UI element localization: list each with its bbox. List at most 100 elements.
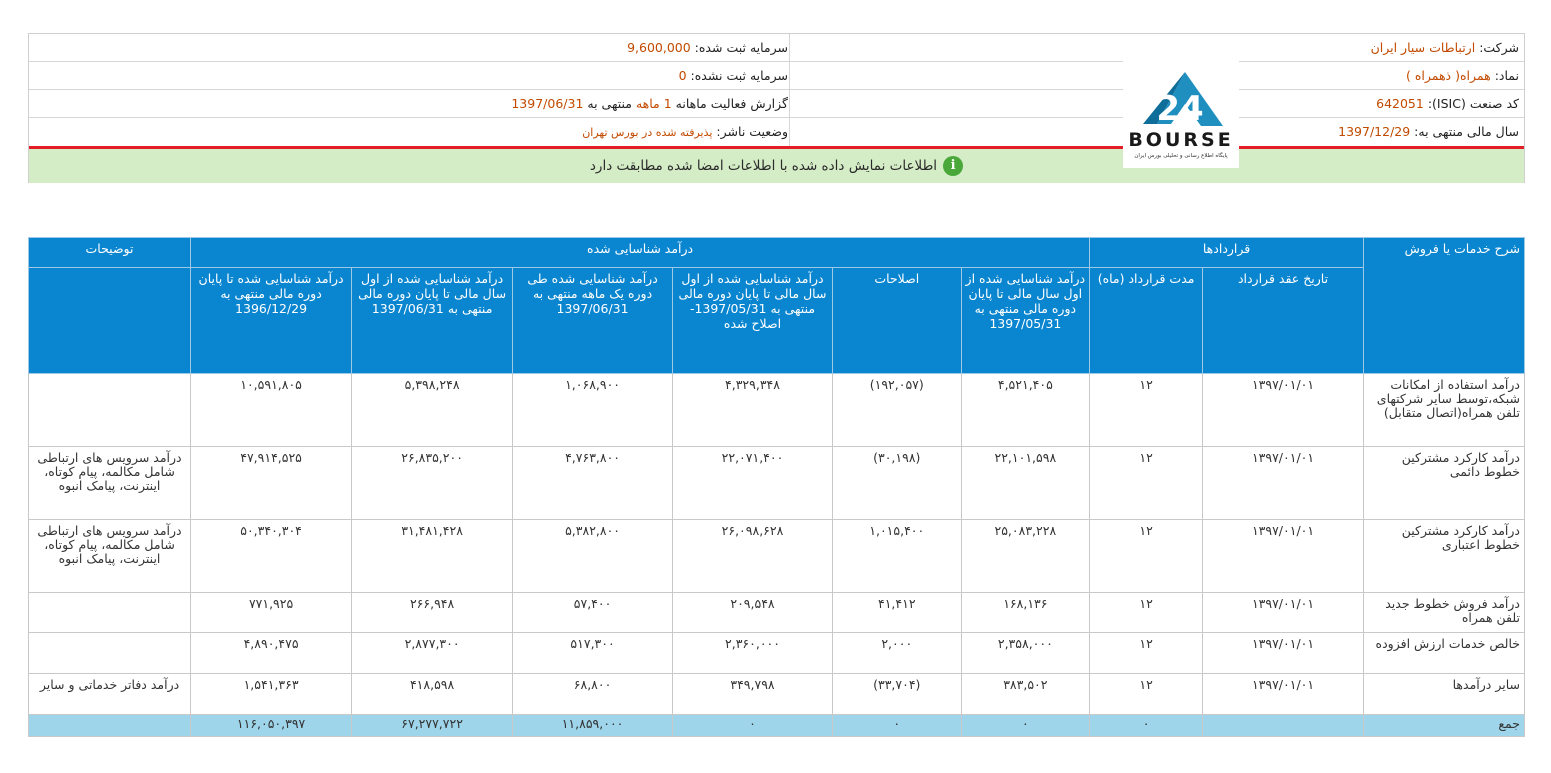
cell-month: ۵۷,۴۰۰	[512, 592, 674, 633]
col-ytd-0531-adjusted: درآمد شناسایی شده از اول سال مالی تا پای…	[672, 267, 833, 374]
cell-month: ۵,۳۸۲,۸۰۰	[512, 519, 674, 593]
cell-ytd-0531: ۱۶۸,۱۳۶	[960, 592, 1091, 633]
cell-fy-961229: ۴۷,۹۱۴,۵۲۵	[190, 446, 353, 520]
row-description: درآمد کارکرد مشترکین خطوط اعتباری	[1363, 519, 1525, 593]
col-ytd-0631: درآمد شناسایی شده از اول سال مالی تا پای…	[351, 267, 514, 374]
cell-ytd-adjusted: ۲۶,۰۹۸,۶۲۸	[672, 519, 833, 593]
cell-adjustments: (۱۹۲,۰۵۷)	[831, 373, 962, 447]
cell-notes: درآمد سرویس های ارتباطی شامل مکالمه، پیا…	[27, 446, 192, 520]
cell-month: ۶۸,۸۰۰	[512, 673, 674, 715]
bourse24-logo: 24 BOURSE پایگاه اطلاع رسانی و تحلیلی بو…	[1123, 54, 1239, 168]
report-period-field: گزارش فعالیت ماهانه 1 ماهه منتهی به 1397…	[511, 96, 788, 111]
cell-ytd-0531: ۳۸۳,۵۰۲	[960, 673, 1091, 715]
col-contract-months: مدت قرارداد (ماه)	[1089, 267, 1204, 374]
cell-ytd-0531: ۴,۵۲۱,۴۰۵	[960, 373, 1091, 447]
logo-wordmark: BOURSE	[1128, 129, 1233, 151]
cell-month: ۱,۰۶۸,۹۰۰	[512, 373, 674, 447]
info-row-3: کد صنعت (ISIC): 642051 گزارش فعالیت ماها…	[29, 90, 1524, 118]
cell-fy-961229: ۱,۵۴۱,۳۶۳	[190, 673, 353, 715]
cell-notes	[27, 632, 192, 674]
col-recognized-header: درآمد شناسایی شده	[190, 237, 1091, 268]
table-row: درآمد کارکرد مشترکین خطوط دائمی ۱۳۹۷/۰۱/…	[27, 446, 1525, 520]
cell-fy-961229: ۱۰,۵۹۱,۸۰۵	[190, 373, 353, 447]
sub-header-row: تاریخ عقد قرارداد مدت قرارداد (ماه) درآم…	[27, 267, 1525, 374]
row-description: درآمد استفاده از امکانات شبکه،توسط سایر …	[1363, 373, 1525, 447]
total-ytd-0631: ۶۷,۲۷۷,۷۲۲	[351, 714, 514, 737]
col-contract-date: تاریخ عقد قرارداد	[1202, 267, 1365, 374]
cell-date: ۱۳۹۷/۰۱/۰۱	[1202, 632, 1365, 674]
cell-ytd-adjusted: ۲,۳۶۰,۰۰۰	[672, 632, 833, 674]
cell-ytd-0531: ۲۲,۱۰۱,۵۹۸	[960, 446, 1091, 520]
col-contracts-header: قراردادها	[1089, 237, 1365, 268]
cell-notes	[27, 592, 192, 633]
cell-fy-961229: ۷۷۱,۹۲۵	[190, 592, 353, 633]
col-month-0631: درآمد شناسایی شده طی دوره یک ماهه منتهی …	[512, 267, 674, 374]
isic-field: کد صنعت (ISIC): 642051	[1376, 96, 1519, 111]
total-month: ۱۱,۸۵۹,۰۰۰	[512, 714, 674, 737]
row-description: خالص خدمات ارزش افزوده	[1363, 632, 1525, 674]
table-row: خالص خدمات ارزش افزوده ۱۳۹۷/۰۱/۰۱ ۱۲ ۲,۳…	[27, 632, 1525, 674]
fiscal-year-field: سال مالی منتهی به: 1397/12/29	[1338, 124, 1519, 139]
logo-number: 24	[1156, 89, 1203, 129]
cell-ytd-0531: ۲۵,۰۸۳,۲۲۸	[960, 519, 1091, 593]
total-date	[1202, 714, 1365, 737]
company-info-box: شرکت: ارتباطات سیار ایران سرمایه ثبت شده…	[28, 33, 1525, 183]
cell-ytd-0631: ۲۶,۸۳۵,۲۰۰	[351, 446, 514, 520]
revenue-table: شرح خدمات یا فروش قراردادها درآمد شناسای…	[27, 237, 1525, 737]
cell-notes: درآمد دفاتر خدماتی و سایر	[27, 673, 192, 715]
cell-date: ۱۳۹۷/۰۱/۰۱	[1202, 592, 1365, 633]
verification-notice: i اطلاعات نمایش داده شده با اطلاعات امضا …	[29, 149, 1524, 183]
unregistered-capital-field: سرمایه ثبت نشده: 0	[678, 68, 788, 83]
cell-date: ۱۳۹۷/۰۱/۰۱	[1202, 519, 1365, 593]
cell-date: ۱۳۹۷/۰۱/۰۱	[1202, 446, 1365, 520]
total-adjustments: ۰	[831, 714, 962, 737]
cell-adjustments: ۲,۰۰۰	[831, 632, 962, 674]
col-adjustments: اصلاحات	[831, 267, 962, 374]
total-ytd-adjusted: ۰	[672, 714, 833, 737]
cell-ytd-0631: ۴۱۸,۵۹۸	[351, 673, 514, 715]
info-row-4: سال مالی منتهی به: 1397/12/29 وضعیت ناشر…	[29, 118, 1524, 146]
cell-ytd-adjusted: ۲۲,۰۷۱,۴۰۰	[672, 446, 833, 520]
row-description: درآمد کارکرد مشترکین خطوط دائمی	[1363, 446, 1525, 520]
cell-notes: درآمد سرویس های ارتباطی شامل مکالمه، پیا…	[27, 519, 192, 593]
cell-months: ۱۲	[1089, 519, 1204, 593]
total-label: جمع	[1363, 714, 1525, 737]
col-fy-961229: درآمد شناسایی شده تا پایان دوره مالی منت…	[190, 267, 353, 374]
total-ytd-0531: ۰	[960, 714, 1091, 737]
logo-tagline: پایگاه اطلاع رسانی و تحلیلی بورس ایران	[1134, 152, 1228, 159]
row-description: درآمد فروش خطوط جدید تلفن همراه	[1363, 592, 1525, 633]
cell-months: ۱۲	[1089, 592, 1204, 633]
cell-fy-961229: ۵۰,۳۴۰,۳۰۴	[190, 519, 353, 593]
total-row: جمع ۰ ۰ ۰ ۰ ۱۱,۸۵۹,۰۰۰ ۶۷,۲۷۷,۷۲۲ ۱۱۶,۰۵…	[27, 714, 1525, 737]
col-notes-sub	[27, 267, 192, 374]
cell-months: ۱۲	[1089, 632, 1204, 674]
cell-fy-961229: ۴,۸۹۰,۴۷۵	[190, 632, 353, 674]
cell-ytd-0631: ۳۱,۴۸۱,۴۲۸	[351, 519, 514, 593]
row-description: سایر درآمدها	[1363, 673, 1525, 715]
cell-months: ۱۲	[1089, 446, 1204, 520]
table-row: درآمد فروش خطوط جدید تلفن همراه ۱۳۹۷/۰۱/…	[27, 592, 1525, 633]
notice-text: اطلاعات نمایش داده شده با اطلاعات امضا ش…	[589, 158, 938, 174]
red-divider	[29, 146, 1524, 149]
cell-adjustments: (۳۰,۱۹۸)	[831, 446, 962, 520]
col-notes-header: توضیحات	[27, 237, 192, 268]
total-fy-961229: ۱۱۶,۰۵۰,۳۹۷	[190, 714, 353, 737]
cell-date: ۱۳۹۷/۰۱/۰۱	[1202, 373, 1365, 447]
group-header-row: شرح خدمات یا فروش قراردادها درآمد شناسای…	[27, 237, 1525, 374]
table-row: درآمد استفاده از امکانات شبکه،توسط سایر …	[27, 373, 1525, 447]
registered-capital-field: سرمایه ثبت شده: 9,600,000	[627, 40, 788, 55]
table-row: درآمد کارکرد مشترکین خطوط اعتباری ۱۳۹۷/۰…	[27, 519, 1525, 593]
info-icon: i	[943, 156, 964, 176]
cell-notes	[27, 373, 192, 447]
cell-months: ۱۲	[1089, 373, 1204, 447]
cell-adjustments: (۳۳,۷۰۴)	[831, 673, 962, 715]
company-field: شرکت: ارتباطات سیار ایران	[1370, 40, 1519, 55]
cell-month: ۵۱۷,۳۰۰	[512, 632, 674, 674]
cell-ytd-0631: ۲۶۶,۹۴۸	[351, 592, 514, 633]
table-row: سایر درآمدها ۱۳۹۷/۰۱/۰۱ ۱۲ ۳۸۳,۵۰۲ (۳۳,۷…	[27, 673, 1525, 715]
total-months: ۰	[1089, 714, 1204, 737]
publisher-status-field: وضعیت ناشر: پذیرفته شده در بورس تهران	[582, 124, 788, 139]
cell-adjustments: ۱,۰۱۵,۴۰۰	[831, 519, 962, 593]
info-row-2: نماد: همراه( ذهمراه ) سرمایه ثبت نشده: 0	[29, 62, 1524, 90]
cell-month: ۴,۷۶۳,۸۰۰	[512, 446, 674, 520]
